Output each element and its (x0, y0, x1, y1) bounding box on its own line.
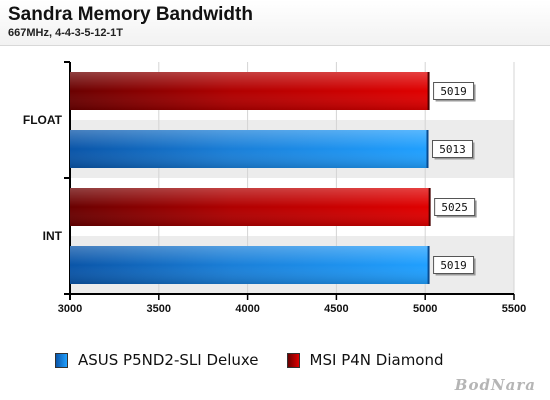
category-label: INT (43, 229, 63, 243)
bar-end (427, 72, 430, 110)
value-label: 5025 (441, 201, 468, 214)
value-label-box (433, 256, 475, 274)
chart-header: Sandra Memory Bandwidth 667MHz, 4-4-3-5-… (0, 0, 550, 46)
bar-end (427, 246, 430, 284)
bar-shine (70, 246, 429, 284)
legend-swatch-msi (286, 352, 300, 368)
value-label: 5013 (439, 143, 466, 156)
value-label-box (434, 198, 476, 216)
bar-shine (70, 188, 430, 226)
bar-end (428, 188, 431, 226)
value-label: 5019 (440, 259, 467, 272)
chart-title: Sandra Memory Bandwidth (8, 4, 253, 25)
value-label: 5019 (440, 85, 467, 98)
x-tick-label: 3500 (147, 303, 171, 315)
x-tick-label: 4500 (324, 303, 348, 315)
watermark-logo: BodNara (454, 376, 536, 394)
chart-subtitle: 667MHz, 4-4-3-5-12-1T (8, 27, 123, 39)
bar-end (426, 130, 429, 168)
x-tick-label: 5500 (502, 303, 526, 315)
legend-item-msi: MSI P4N Diamond (286, 351, 444, 369)
value-label-box (432, 140, 474, 158)
legend-swatch-asus (55, 352, 68, 368)
legend-label-asus: ASUS P5ND2-SLI Deluxe (78, 351, 259, 369)
chart-legend: ASUS P5ND2-SLI Deluxe MSI P4N Diamond (55, 350, 472, 370)
value-label-box (433, 82, 475, 100)
legend-label-msi: MSI P4N Diamond (309, 351, 444, 369)
x-tick-label: 5000 (413, 303, 437, 315)
x-tick-label: 4000 (235, 303, 259, 315)
bar-shine (70, 72, 429, 110)
x-tick-label: 3000 (58, 303, 82, 315)
bar-shine (70, 130, 428, 168)
legend-item-asus: ASUS P5ND2-SLI Deluxe (55, 351, 259, 369)
category-label: FLOAT (23, 113, 63, 127)
